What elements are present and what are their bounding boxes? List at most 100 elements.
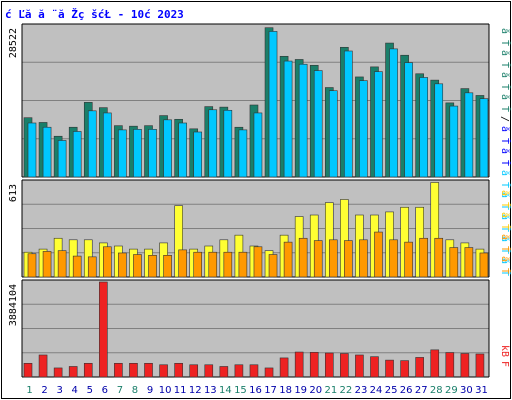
bar-kbytes-day-23 [355,354,364,378]
bar-hits-day-28 [434,237,444,278]
ymax-label-mid: 613 [8,184,19,202]
legend-text-bot-1: F [499,361,510,367]
bar-pages-day-24 [374,71,383,178]
legend-text-top-2: ă Ť [499,72,512,90]
panel-visits-pages [21,23,490,178]
day-label-15: 15 [234,385,247,396]
chart-title: ć Ľă ă ¨ă Žç šćŁ - 10ć 2023 [5,8,184,21]
bar-hits-day-12 [193,251,203,278]
bar-pages-day-14 [223,109,233,178]
bar-pages-day-22 [344,50,353,178]
bar-hits-day-29 [449,247,459,278]
bar-kbytes-day-21 [324,352,334,378]
day-label-4: 4 [72,385,78,396]
day-label-30: 30 [460,385,473,396]
day-label-17: 17 [264,385,277,396]
day-label-11: 11 [174,385,187,396]
bar-kbytes-day-5 [83,363,93,378]
bar-pages-day-28 [434,83,444,178]
day-label-1: 1 [26,385,32,396]
day-label-2: 2 [41,385,47,396]
bar-hits-day-26 [404,241,413,278]
bar-kbytes-day-22 [340,353,349,378]
bar-kbytes-day-26 [400,360,409,378]
ymax-label-top: 28522 [8,28,19,58]
legend-text-top-0: ă Ť [499,28,512,46]
bar-pages-day-3 [57,140,67,178]
bar-hits-day-11 [178,249,187,278]
day-label-8: 8 [132,385,138,396]
bar-hits-day-20 [313,240,323,278]
bar-hits-day-25 [389,239,398,278]
bar-kbytes-day-27 [415,357,424,378]
bar-hits-day-31 [479,252,489,278]
bar-kbytes-day-10 [159,364,168,378]
bar-kbytes-day-17 [264,367,274,378]
legend-text-top-9: ă Ť [499,214,512,232]
bar-pages-day-29 [449,105,459,178]
day-label-25: 25 [385,385,398,396]
day-label-19: 19 [294,385,307,396]
bar-kbytes-day-1 [23,363,33,378]
bar-pages-day-11 [178,122,187,178]
bar-hits-day-3 [57,250,67,278]
day-label-26: 26 [400,385,413,396]
day-label-31: 31 [475,385,488,396]
day-label-20: 20 [309,385,322,396]
bar-pages-day-21 [328,90,338,178]
day-label-27: 27 [415,385,428,396]
bar-pages-day-12 [193,131,203,178]
day-label-16: 16 [249,385,262,396]
day-label-3: 3 [56,385,62,396]
legend-text-mid-3: ă Ť [499,256,512,274]
bar-kbytes-day-15 [234,364,244,378]
bar-hits-day-16 [253,246,263,278]
bar-kbytes-day-24 [370,356,379,378]
panel-kbytes [21,279,490,378]
legend-text-top-11: ă Ť [499,258,512,276]
bar-pages-day-30 [464,92,474,178]
bar-kbytes-day-31 [475,353,485,378]
bar-hits-day-5 [87,256,97,278]
day-label-21: 21 [324,385,337,396]
bar-kbytes-day-29 [445,352,455,378]
bar-pages-day-5 [87,110,97,178]
day-label-23: 23 [355,385,368,396]
bar-hits-day-15 [238,251,248,278]
bar-pages-day-16 [253,112,263,178]
legend-text-mid-0: ă Ť [499,190,512,208]
bar-kbytes-day-18 [279,357,289,378]
legend-text-mid-2: ă Ť [499,234,512,252]
bar-hits-day-7 [118,252,127,278]
bar-hits-day-17 [268,254,278,278]
day-label-13: 13 [204,385,217,396]
bar-hits-day-27 [419,237,428,278]
bar-hits-day-6 [103,246,112,278]
bar-kbytes-day-8 [129,363,138,378]
bar-pages-day-23 [359,80,368,178]
bar-kbytes-day-11 [174,363,183,378]
bar-hits-day-13 [208,251,218,278]
bar-hits-day-19 [298,237,308,278]
bar-pages-day-26 [404,62,413,178]
bar-pages-day-27 [419,77,428,178]
bar-kbytes-day-9 [144,363,153,378]
bar-kbytes-day-4 [68,366,78,378]
legend-text-top-1: ă Ť [499,50,512,68]
legend-text-top-4: / [499,116,510,122]
bar-hits-day-8 [133,254,142,278]
day-label-9: 9 [147,385,153,396]
bar-kbytes-day-13 [204,364,214,378]
ymax-label-bot: 3884104 [8,284,19,326]
bar-pages-day-13 [208,109,218,178]
panel-files-hits [21,179,490,278]
bar-pages-day-1 [27,122,37,178]
bar-kbytes-day-20 [309,351,319,378]
bar-pages-day-2 [42,126,52,178]
day-labels: 1 2 3 4 5 6 7 8 9 10 11 12 13 14 15 16 17 18 19 20 21 22 23 24 2… [26,385,487,396]
bar-kbytes-day-28 [430,349,440,378]
day-label-12: 12 [189,385,202,396]
day-label-10: 10 [159,385,172,396]
